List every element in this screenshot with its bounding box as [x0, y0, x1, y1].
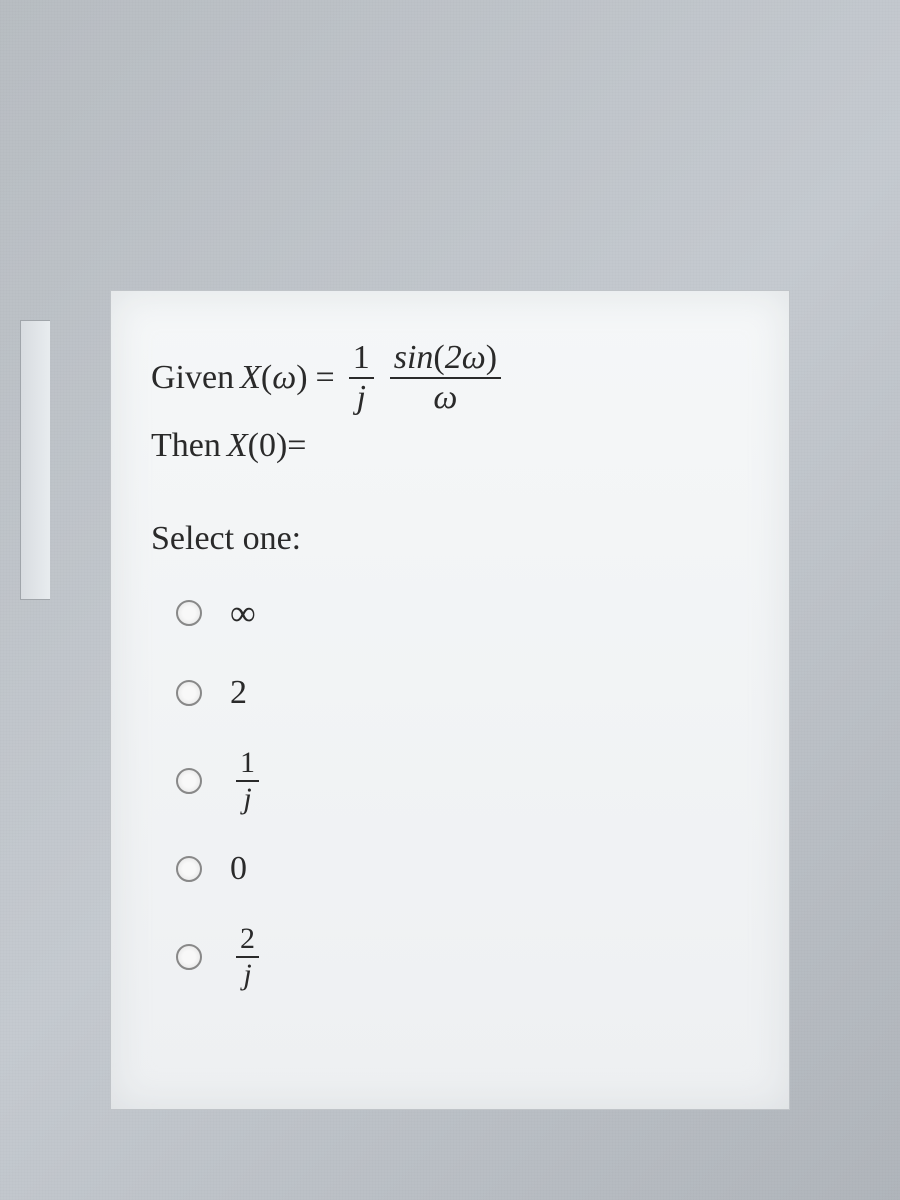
opt-frac-num: 1	[236, 748, 259, 782]
equals-sign: =	[316, 359, 335, 397]
sin-arg: 2ω	[445, 339, 486, 376]
frac2-den: ω	[429, 379, 461, 415]
open-paren: (	[261, 359, 272, 397]
function-var-2: X	[227, 427, 248, 465]
option-label: 0	[230, 850, 247, 888]
radio-button[interactable]	[176, 856, 202, 882]
sin-label: sin	[394, 339, 434, 376]
opt-frac-num: 2	[236, 924, 259, 958]
open-paren-2: (	[248, 427, 259, 465]
option-fraction: 2 j	[236, 924, 259, 990]
option-label: 2 j	[230, 924, 265, 990]
then-text: Then	[151, 427, 221, 465]
sin-open: (	[433, 339, 444, 376]
option-0[interactable]: 0	[176, 844, 749, 894]
opt-frac-den: j	[239, 958, 255, 990]
close-paren-2: )	[276, 427, 287, 465]
frac1-num: 1	[349, 341, 374, 379]
fraction-sin-over-omega: sin(2ω) ω	[390, 341, 501, 415]
option-infinity[interactable]: ∞	[176, 588, 749, 638]
option-2[interactable]: 2	[176, 668, 749, 718]
eval-point: 0	[259, 427, 276, 465]
question-line-2: Then X ( 0 ) =	[151, 427, 749, 465]
frac1-den: j	[353, 379, 370, 415]
option-fraction: 1 j	[236, 748, 259, 814]
option-label: 2	[230, 674, 247, 712]
radio-button[interactable]	[176, 944, 202, 970]
given-text: Given	[151, 359, 234, 397]
eq-suffix: =	[287, 427, 306, 465]
radio-button[interactable]	[176, 768, 202, 794]
sin-close: )	[486, 339, 497, 376]
omega-var: ω	[272, 359, 296, 397]
question-line-1: Given X ( ω ) = 1 j sin(2ω) ω	[151, 341, 749, 415]
function-var: X	[240, 359, 261, 397]
sidebar-tab	[20, 320, 50, 600]
radio-button[interactable]	[176, 600, 202, 626]
close-paren: )	[296, 359, 307, 397]
frac2-num: sin(2ω)	[390, 341, 501, 379]
option-2-over-j[interactable]: 2 j	[176, 924, 749, 990]
option-1-over-j[interactable]: 1 j	[176, 748, 749, 814]
fraction-1-over-j: 1 j	[349, 341, 374, 415]
question-card: Given X ( ω ) = 1 j sin(2ω) ω Then X ( 0…	[110, 290, 790, 1110]
option-label: ∞	[230, 592, 256, 634]
select-prompt: Select one:	[151, 520, 749, 558]
opt-frac-den: j	[239, 782, 255, 814]
options-group: ∞ 2 1 j 0 2 j	[176, 588, 749, 990]
option-label: 1 j	[230, 748, 265, 814]
radio-button[interactable]	[176, 680, 202, 706]
